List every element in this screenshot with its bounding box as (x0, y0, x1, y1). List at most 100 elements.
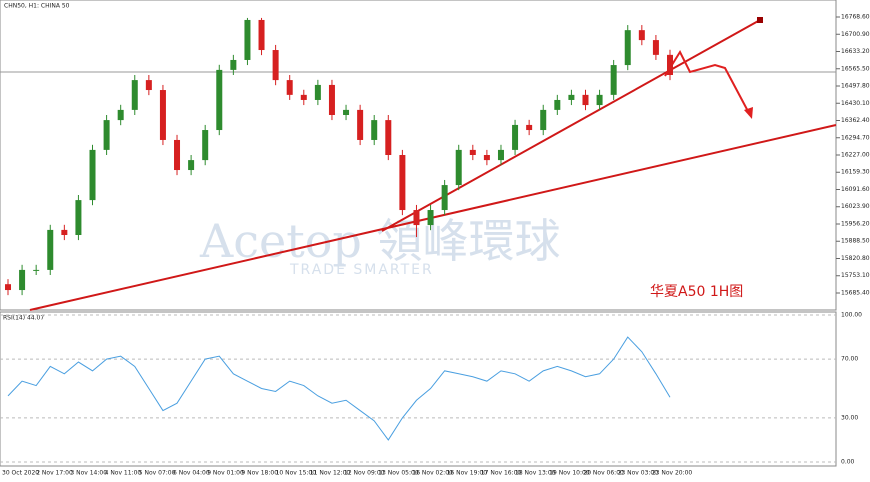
candle-body (272, 50, 279, 81)
candle-body (188, 160, 195, 171)
arrow-head (744, 107, 753, 119)
rsi-pane (0, 311, 837, 467)
candle-body (526, 124, 533, 131)
x-tick-label: 6 Nov 04:00 (173, 470, 210, 477)
candle-body (512, 124, 519, 150)
candle-body (357, 109, 364, 140)
candle-body (174, 139, 181, 171)
candle-body (328, 84, 335, 115)
candle-body (216, 69, 223, 131)
y-tick-label: 16565.50 (841, 65, 870, 72)
watermark-sub: TRADE SMARTER (289, 262, 434, 278)
candle-body (286, 80, 293, 95)
y-tick-label: 16159.30 (841, 169, 870, 176)
candle-body (497, 149, 504, 161)
watermark: Acetop 領峰環球 (199, 214, 560, 268)
candle-body (483, 155, 490, 161)
candle-body (371, 120, 378, 140)
candle-body (47, 229, 54, 270)
candle-body (244, 19, 251, 60)
rsi-line (7, 336, 671, 441)
x-tick-label: 4 Nov 11:00 (105, 470, 142, 477)
x-tick-label: 12 Nov 09:00 (344, 470, 385, 477)
x-tick-label: 13 Nov 05:00 (378, 470, 419, 477)
rsi-tick-label: 100.00 (841, 312, 862, 319)
x-tick-label: 5 Nov 07:00 (139, 470, 176, 477)
candle-body (117, 109, 124, 121)
candle-body (455, 149, 462, 186)
candle-body (103, 120, 110, 150)
candle-body (19, 269, 26, 291)
x-tick-label: 18 Nov 13:00 (515, 470, 556, 477)
y-tick-label: 15820.80 (841, 255, 870, 262)
y-tick-label: 15888.50 (841, 238, 870, 245)
trendline-handle (757, 17, 763, 23)
candle-body (300, 94, 307, 100)
y-tick-label: 16700.90 (841, 31, 870, 38)
candle-body (469, 149, 476, 155)
candle-body (554, 99, 561, 110)
y-tick-label: 15956.20 (841, 220, 870, 227)
candle-body (427, 210, 434, 226)
candle-body (399, 155, 406, 211)
y-tick-label: 16633.20 (841, 48, 870, 55)
candle-body (413, 210, 420, 226)
candle-body (230, 59, 237, 70)
candle-body (145, 80, 152, 91)
x-tick-label: 3 Nov 14:00 (70, 470, 107, 477)
candle-body (61, 229, 68, 236)
candle-body (652, 40, 659, 55)
rsi-title: RSI(14) 44.07 (3, 315, 44, 322)
candle-body (385, 120, 392, 155)
projection-arrow (664, 49, 751, 116)
candle-body (667, 54, 673, 75)
chart-title: CHN50, H1: CHINA 50 (4, 3, 70, 10)
candle-body (582, 94, 589, 106)
x-tick-label: 17 Nov 16:00 (481, 470, 522, 477)
x-tick-label: 16 Nov 19:00 (447, 470, 488, 477)
candle-body (33, 269, 40, 271)
x-tick-label: 19 Nov 10:00 (549, 470, 590, 477)
y-tick-label: 16091.60 (841, 186, 870, 193)
candle-body (638, 30, 645, 41)
candle-body (314, 84, 321, 100)
annotation: 华夏A50 1H图 (650, 284, 743, 300)
candle-body (540, 109, 547, 131)
candle-body (610, 65, 617, 95)
x-tick-label: 11 Nov 12:00 (310, 470, 351, 477)
candle-body (258, 19, 265, 51)
candle-body (568, 94, 575, 100)
y-tick-label: 16294.70 (841, 134, 870, 141)
rsi-tick-label: 30.00 (841, 414, 858, 421)
y-tick-label: 16497.80 (841, 83, 870, 90)
candle-body (441, 185, 448, 211)
candle-body (343, 109, 350, 115)
x-tick-label: 10 Nov 15:00 (276, 470, 317, 477)
x-tick-label: 9 Nov 01:00 (207, 470, 244, 477)
x-tick-label: 23 Nov 03:00 (618, 470, 659, 477)
candle-body (159, 90, 166, 140)
candle-body (624, 30, 631, 66)
y-tick-label: 16362.40 (841, 117, 870, 124)
x-tick-label: 23 Nov 20:00 (652, 470, 693, 477)
x-tick-label: 16 Nov 02:00 (412, 470, 453, 477)
y-tick-label: 15753.10 (841, 272, 870, 279)
candle-body (202, 130, 209, 161)
y-tick-label: 16768.60 (841, 14, 870, 21)
trendline (381, 19, 761, 232)
candle-body (5, 284, 11, 291)
x-tick-label: 20 Nov 06:00 (583, 470, 624, 477)
x-tick-label: 9 Nov 18:00 (241, 470, 278, 477)
y-tick-label: 16227.00 (841, 152, 870, 159)
rsi-tick-label: 70.00 (841, 356, 858, 363)
x-tick-label: 2 Nov 17:00 (36, 470, 73, 477)
candle-body (75, 200, 82, 236)
x-tick-label: 30 Oct 2020 (2, 470, 39, 477)
candle-body (596, 94, 603, 106)
candle-body (89, 149, 96, 201)
y-tick-label: 16430.10 (841, 100, 870, 107)
y-tick-label: 16023.90 (841, 203, 870, 210)
y-tick-label: 15685.40 (841, 289, 870, 296)
rsi-tick-label: 0.00 (841, 459, 855, 466)
